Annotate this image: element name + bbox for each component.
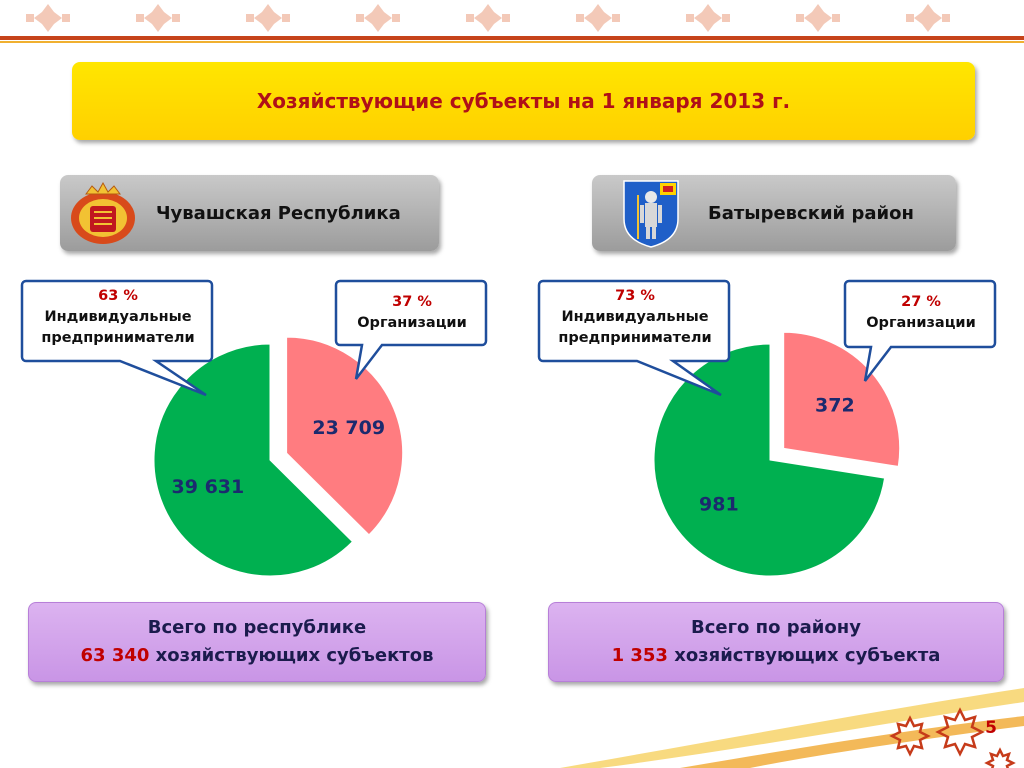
pie-slice-left-org — [286, 336, 404, 536]
region-header-right: Батыревский район — [592, 175, 956, 251]
callout-left-org-pct: 37 % — [392, 294, 432, 310]
page-title: Хозяйствующие субъекты на 1 января 2013 … — [256, 89, 791, 113]
callout-left-org-shape — [334, 279, 488, 380]
pie-value-left-ip: 39 631 — [172, 476, 245, 498]
total-left-number: 63 340 — [80, 645, 150, 666]
pie-slice-right-ip — [653, 343, 886, 577]
bottom-swoosh-decoration — [560, 688, 1024, 768]
callout-left-ip-line2: предприниматели — [41, 330, 195, 346]
pie-value-right-ip: 981 — [699, 494, 739, 516]
total-right-line1: Всего по району — [691, 617, 861, 638]
region-header-left: Чувашская Республика — [60, 175, 439, 251]
callout-right-ip-shape — [537, 279, 731, 397]
callout-left-ip-shape — [20, 279, 214, 397]
callout-left-org-line1: Организации — [357, 315, 467, 331]
batyrevo-coat-of-arms-icon — [623, 180, 679, 248]
total-left-line2: 63 340 хозяйствующих субъектов — [29, 642, 485, 670]
total-right-suffix: хозяйствующих субъекта — [667, 645, 941, 666]
title-banner: Хозяйствующие субъекты на 1 января 2013 … — [72, 62, 975, 140]
callout-right-ip-line2: предприниматели — [558, 330, 712, 346]
total-left-suffix: хозяйствующих субъектов — [149, 645, 434, 666]
pie-value-left-org: 23 709 — [312, 417, 385, 439]
total-box-left: Всего по республике 63 340 хозяйствующих… — [28, 602, 486, 682]
callout-right-org-shape — [843, 279, 997, 382]
callout-left-org: 37 % Организации — [336, 292, 488, 334]
callout-right-ip-pct: 73 % — [615, 288, 655, 304]
pie-chart-right: 372 981 — [653, 331, 901, 577]
pie-value-right-org: 372 — [815, 395, 855, 417]
top-stripe — [0, 36, 1024, 40]
top-stripe-accent — [0, 41, 1024, 43]
total-right-number: 1 353 — [611, 645, 668, 666]
region-name-right: Батыревский район — [708, 202, 914, 224]
chuvash-coat-of-arms-icon — [71, 181, 135, 244]
callout-left-ip-line1: Индивидуальные — [44, 309, 192, 325]
callout-right-ip: 73 % Индивидуальные предприниматели — [539, 286, 731, 349]
ornament-band — [26, 4, 950, 32]
callout-right-org: 27 % Организации — [845, 292, 997, 334]
callout-right-ip-line1: Индивидуальные — [561, 309, 709, 325]
callout-right-org-line1: Организации — [866, 315, 976, 331]
pie-chart-left: 23 709 39 631 — [153, 336, 404, 577]
callout-left-ip-pct: 63 % — [98, 288, 138, 304]
region-name-left: Чувашская Республика — [156, 202, 401, 224]
total-box-right: Всего по району 1 353 хозяйствующих субъ… — [548, 602, 1004, 682]
callout-left-ip: 63 % Индивидуальные предприниматели — [22, 286, 214, 349]
page-number: 5 — [985, 718, 997, 738]
total-left-line1: Всего по республике — [147, 617, 367, 638]
total-right-line2: 1 353 хозяйствующих субъекта — [549, 642, 1003, 670]
callout-right-org-pct: 27 % — [901, 294, 941, 310]
